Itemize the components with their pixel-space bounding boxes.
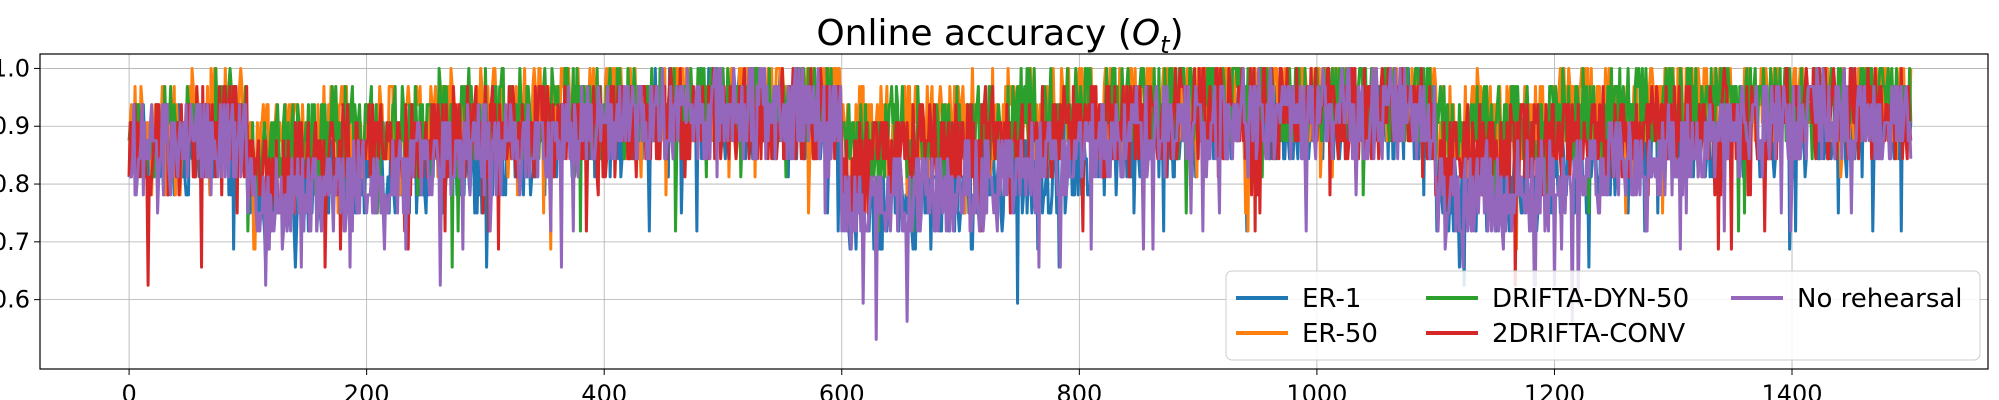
legend-label: DRIFTA-DYN-50 — [1492, 284, 1689, 314]
legend: ER-1 ER-50 DRIFTA-DYN-50 2DRIFTA-CONV No reh… — [1225, 270, 1981, 361]
x-tick-label: 1200 — [1524, 380, 1585, 400]
x-tick-label: 1000 — [1286, 380, 1347, 400]
y-tick-label: 0.7 — [0, 228, 30, 256]
y-tick-label: 0.6 — [0, 286, 30, 314]
y-tick-label: 0.9 — [0, 112, 30, 140]
series-lines — [127, 66, 1913, 341]
chart-title: Online accuracy (Ot) — [816, 13, 1183, 59]
x-tick-label: 1400 — [1761, 380, 1822, 400]
chart-title-symbol: O — [1132, 13, 1160, 54]
x-tick-label: 0 — [121, 380, 136, 400]
x-tick-label: 800 — [1056, 380, 1102, 400]
x-tick-label: 400 — [581, 380, 627, 400]
chart-title-text: Online accuracy ( — [816, 13, 1131, 54]
y-tick-label: 1.0 — [0, 54, 30, 82]
x-tick-label: 200 — [344, 380, 390, 400]
legend-box — [1225, 270, 1981, 361]
legend-label: ER-50 — [1302, 319, 1378, 349]
y-tick-label: 0.8 — [0, 170, 30, 198]
legend-label: 2DRIFTA-CONV — [1492, 319, 1685, 349]
x-tick-label: 600 — [819, 380, 865, 400]
legend-label: ER-1 — [1302, 284, 1361, 314]
legend-label: No rehearsal — [1797, 284, 1963, 314]
plot-frame — [39, 53, 1989, 370]
chart-title-close: ) — [1170, 13, 1184, 54]
axis-ticks: 0 200 400 600 800 1000 1200 1400 0.6 0.7 0.8 0.9 1.0 — [0, 54, 1823, 400]
series-line-5 — [128, 66, 1913, 341]
chart-title-subscript: t — [1160, 31, 1171, 59]
